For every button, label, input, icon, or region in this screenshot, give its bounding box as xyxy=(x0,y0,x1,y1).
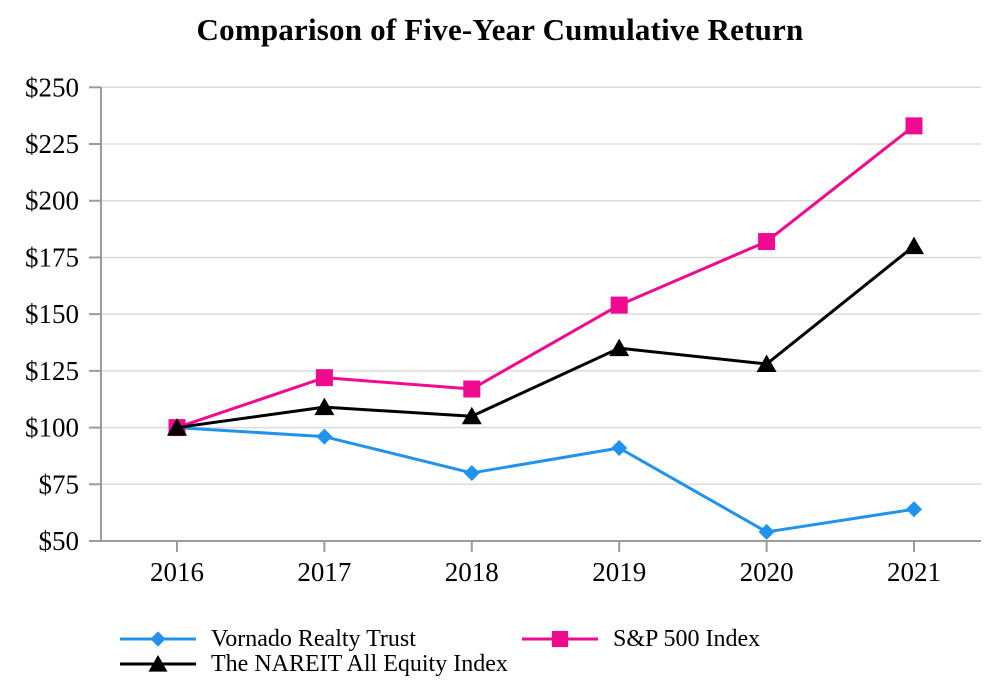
y-tick-label: $150 xyxy=(25,299,79,329)
nareit-line-triangle-swatch xyxy=(120,654,196,672)
sp500-line-square-swatch xyxy=(522,630,598,648)
legend-label-vornado: Vornado Realty Trust xyxy=(211,626,416,652)
triangle-marker xyxy=(904,236,924,255)
square-marker xyxy=(905,117,923,135)
legend-item-nareit: The NAREIT All Equity Index xyxy=(118,652,508,676)
triangle-marker xyxy=(609,338,630,357)
y-tick-label: $225 xyxy=(25,129,79,159)
vornado-line-diamond-swatch xyxy=(120,631,196,647)
x-tick-label: 2020 xyxy=(740,557,794,587)
y-tick-label: $175 xyxy=(25,242,79,272)
diamond-marker xyxy=(906,501,922,518)
triangle-marker xyxy=(461,406,482,425)
legend-item-vornado: Vornado Realty Trust xyxy=(118,627,416,651)
diamond-marker xyxy=(150,631,166,647)
triangle-marker xyxy=(167,418,187,436)
legend-label-sp500: S&P 500 Index xyxy=(613,626,761,652)
x-tick-label: 2019 xyxy=(592,557,646,587)
y-tick-label: $250 xyxy=(25,72,79,102)
x-tick-label: 2017 xyxy=(297,557,351,587)
series-line-0 xyxy=(176,426,915,534)
chart-title: Comparison of Five-Year Cumulative Retur… xyxy=(196,12,804,47)
y-tick-label: $100 xyxy=(25,413,79,443)
diamond-marker xyxy=(758,523,775,540)
y-tick-label: $50 xyxy=(39,526,80,556)
x-tick-label: 2021 xyxy=(887,557,941,587)
square-marker xyxy=(551,630,569,648)
triangle-marker xyxy=(756,354,777,373)
legend-label-nareit: The NAREIT All Equity Index xyxy=(211,651,508,677)
series-line-1 xyxy=(176,124,915,429)
triangle-marker xyxy=(314,397,335,416)
y-tick-label: $75 xyxy=(39,469,80,499)
triangle-marker xyxy=(148,654,168,672)
square-marker xyxy=(315,369,333,387)
legend-item-sp500: S&P 500 Index xyxy=(520,627,760,651)
y-tick-label: $125 xyxy=(25,356,79,386)
x-tick-label: 2018 xyxy=(445,557,499,587)
x-tick-label: 2016 xyxy=(150,557,204,587)
square-marker xyxy=(758,233,776,251)
square-marker xyxy=(463,380,481,398)
series-line-2 xyxy=(176,244,915,430)
diamond-marker xyxy=(463,464,480,481)
square-marker xyxy=(610,296,628,314)
y-tick-label: $200 xyxy=(25,186,79,216)
diamond-marker xyxy=(316,428,333,445)
diamond-marker xyxy=(611,439,628,456)
